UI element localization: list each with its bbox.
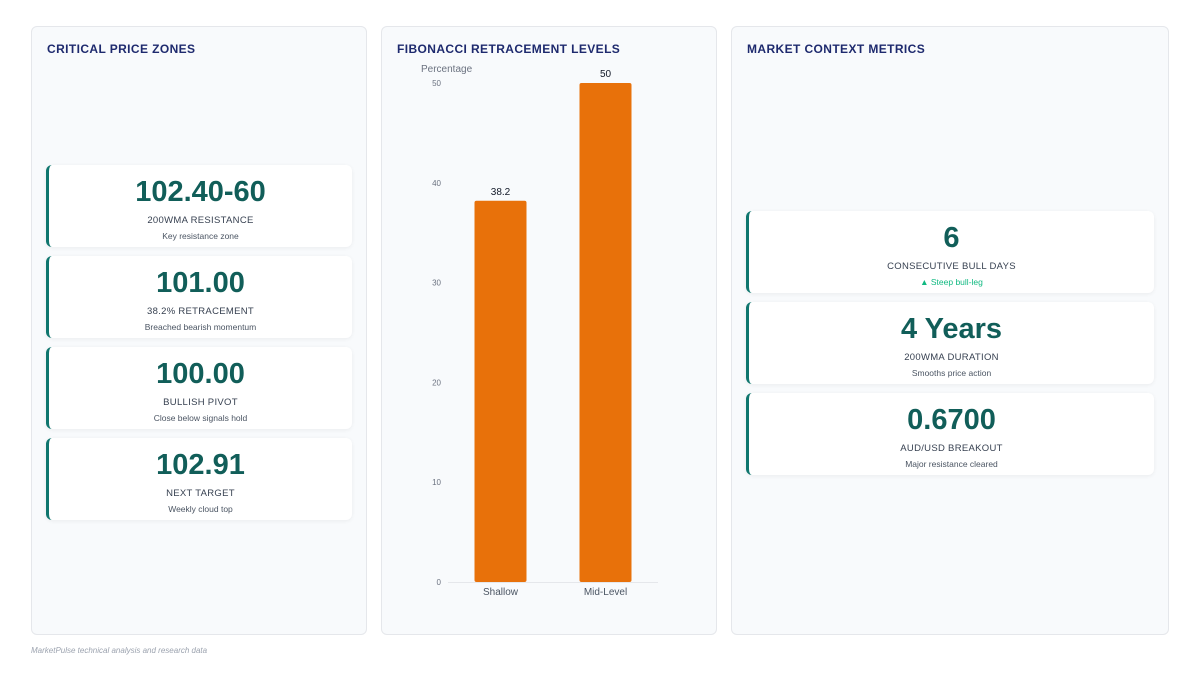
price-zone-label: 38.2% RETRACEMENT <box>147 306 254 317</box>
y-tick-label: 0 <box>437 578 442 587</box>
bar-shallow <box>474 200 527 582</box>
price-zone-value: 100.00 <box>156 358 245 390</box>
critical-price-zones-title: CRITICAL PRICE ZONES <box>47 42 196 56</box>
bar-mid-level <box>579 83 632 582</box>
bar-data-label: 50 <box>600 69 612 80</box>
price-zone-card: 100.00 BULLISH PIVOT Close below signals… <box>46 347 352 429</box>
bar-data-label: 38.2 <box>491 187 511 198</box>
fibonacci-bar-chart: Percentage 0 10 20 30 40 50 38.2 Shallow 50 Mid-Le… <box>421 64 658 598</box>
metric-card: 4 Years 200WMA DURATION Smooths price ac… <box>746 302 1154 384</box>
y-tick-label: 10 <box>432 478 441 487</box>
metric-value: 6 <box>943 222 960 254</box>
metric-label: CONSECUTIVE BULL DAYS <box>887 261 1016 272</box>
price-zone-card: 102.40-60 200WMA RESISTANCE Key resistan… <box>46 165 352 247</box>
metric-card: 6 CONSECUTIVE BULL DAYS ▲ Steep bull-leg <box>746 211 1154 293</box>
metric-note: ▲ Steep bull-leg <box>920 277 983 287</box>
metric-card: 0.6700 AUD/USD BREAKOUT Major resistance… <box>746 393 1154 475</box>
metric-value: 4 Years <box>900 313 1003 345</box>
price-zone-value: 101.00 <box>156 267 245 299</box>
price-zone-card: 102.91 NEXT TARGET Weekly cloud top <box>46 438 352 520</box>
price-zone-note: Breached bearish momentum <box>144 322 257 332</box>
footer-note: MarketPulse technical analysis and resea… <box>31 646 208 655</box>
metric-note: Smooths price action <box>911 368 992 378</box>
y-tick-label: 20 <box>432 378 441 387</box>
fibonacci-levels-panel: FIBONACCI RETRACEMENT LEVELS Percentage 0… <box>381 26 717 635</box>
y-tick-label: 30 <box>432 279 441 288</box>
price-zone-value: 102.40-60 <box>135 176 266 208</box>
price-zone-value: 102.91 <box>156 449 245 481</box>
price-zone-note: Weekly cloud top <box>168 504 233 514</box>
y-tick-label: 50 <box>432 79 441 88</box>
fibonacci-levels-title: FIBONACCI RETRACEMENT LEVELS <box>397 42 621 56</box>
price-zone-note: Key resistance zone <box>162 231 239 241</box>
price-zone-note: Close below signals hold <box>153 413 248 423</box>
metric-label: AUD/USD BREAKOUT <box>900 443 1003 454</box>
price-zone-card: 101.00 38.2% RETRACEMENT Breached bearis… <box>46 256 352 338</box>
x-tick-label: Shallow <box>483 587 519 598</box>
market-context-title: MARKET CONTEXT METRICS <box>747 42 926 56</box>
price-zone-label: 200WMA RESISTANCE <box>147 215 254 226</box>
x-tick-label: Mid-Level <box>584 587 627 598</box>
metric-note: Major resistance cleared <box>905 459 998 469</box>
price-zone-label: BULLISH PIVOT <box>163 397 238 408</box>
y-tick-label: 40 <box>432 179 441 188</box>
metric-value: 0.6700 <box>907 404 996 436</box>
y-axis-title: Percentage <box>421 64 473 75</box>
market-context-panel: MARKET CONTEXT METRICS 6 CONSECUTIVE BUL… <box>731 26 1169 635</box>
metric-label: 200WMA DURATION <box>904 352 999 363</box>
critical-price-zones-panel: CRITICAL PRICE ZONES 102.40-60 200WMA RE… <box>31 26 367 635</box>
price-zone-label: NEXT TARGET <box>166 488 235 499</box>
